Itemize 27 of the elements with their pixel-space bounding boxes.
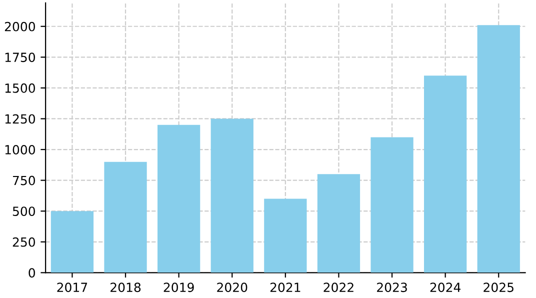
bar <box>104 162 147 273</box>
bar <box>317 174 360 273</box>
y-tick-label: 1500 <box>5 83 36 93</box>
x-tick-label: 2023 <box>377 282 407 292</box>
bar <box>424 76 467 273</box>
y-tick-label: 1250 <box>5 114 36 124</box>
x-tick-label: 2018 <box>110 282 141 292</box>
y-tick-label: 0 <box>28 268 36 278</box>
y-tick-label: 1000 <box>5 144 36 154</box>
x-tick-label: 2024 <box>430 282 461 292</box>
bar <box>210 118 254 273</box>
y-tick-label: 1750 <box>5 52 36 62</box>
y-tick-label: 250 <box>12 237 36 247</box>
bar <box>264 198 307 273</box>
x-tick-label: 2020 <box>217 282 248 292</box>
x-tick-label: 2022 <box>324 282 354 292</box>
x-tick-label: 2017 <box>57 282 88 292</box>
y-tick-label: 750 <box>13 176 36 186</box>
x-tick-label: 2025 <box>484 282 514 292</box>
y-tick-label: 2000 <box>4 22 36 32</box>
x-tick-label: 2021 <box>270 282 300 292</box>
bar <box>370 137 414 273</box>
bar <box>50 211 94 273</box>
y-tick-label: 500 <box>12 206 36 216</box>
bar <box>157 124 200 273</box>
bar <box>477 25 520 273</box>
x-tick-label: 2019 <box>164 282 194 292</box>
